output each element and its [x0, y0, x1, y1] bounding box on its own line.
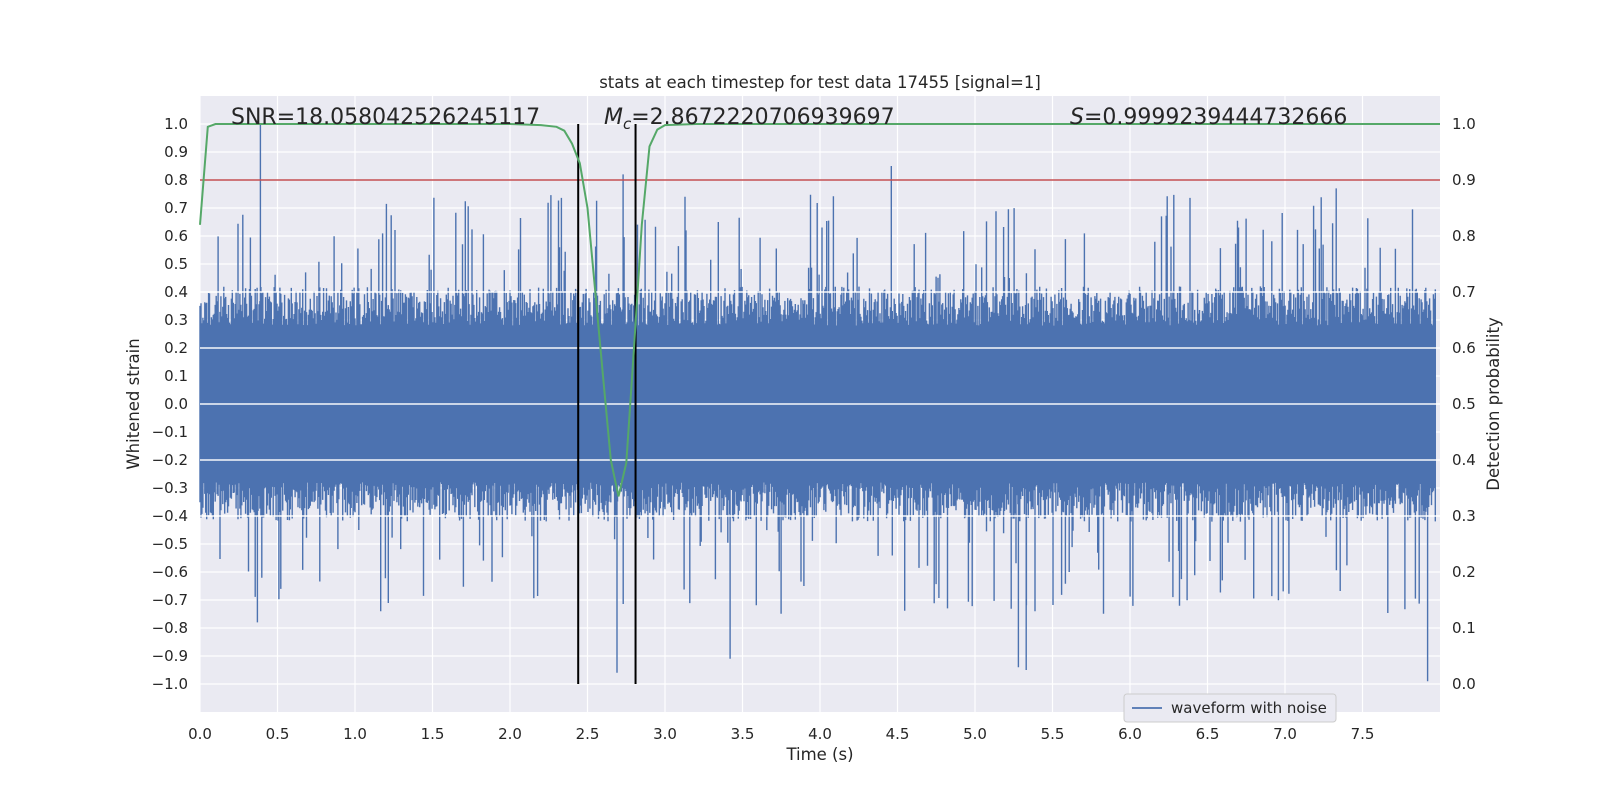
y-tick-label: 0.3: [164, 311, 188, 329]
s-symbol: S: [1070, 105, 1084, 130]
probability-line: [199, 123, 1440, 497]
y-tick-labels: 1.0 0.9 0.8 0.7 0.6 0.5 0.4 0.3 0.2 0.1 0.0 −0.1 −0.…: [152, 115, 188, 693]
legend: waveform with noise: [1123, 693, 1337, 723]
x-axis-label: Time (s): [785, 745, 853, 764]
y-tick-label: 0.1: [164, 367, 188, 385]
s-value: 0.9999239444732666: [1102, 105, 1347, 130]
y-tick-label: 0.8: [164, 171, 188, 189]
y-tick-label: −0.7: [152, 591, 188, 609]
y2-tick-label: 0.8: [1452, 227, 1476, 245]
legend-box: [1123, 693, 1337, 723]
y2-tick-label: 0.0: [1452, 675, 1476, 693]
probability-series: [199, 123, 1440, 497]
y2-tick-label: 0.5: [1452, 395, 1476, 413]
x-tick-label: 3.0: [653, 725, 677, 743]
x-tick-label: 7.5: [1351, 725, 1375, 743]
snr-value: 18.058042526245117: [295, 105, 540, 130]
x-tick-label: 2.0: [498, 725, 522, 743]
y-tick-label: −0.2: [152, 451, 188, 469]
chirp-mass-annotation: Mc=2.8672220706939697: [604, 105, 895, 133]
y-tick-label: 1.0: [164, 115, 188, 133]
y-tick-label: 0.0: [164, 395, 188, 413]
x-tick-label: 6.5: [1196, 725, 1220, 743]
y2-tick-label: 0.1: [1452, 619, 1476, 637]
x-tick-label: 0.0: [188, 725, 212, 743]
s-annotation: S=0.9999239444732666: [1070, 105, 1347, 130]
y-axis-label: Whitened strain: [124, 338, 143, 469]
y-tick-label: 0.7: [164, 199, 188, 217]
y2-tick-labels: 1.0 0.9 0.8 0.7 0.6 0.5 0.4 0.3 0.2 0.1 0.0: [1452, 115, 1476, 693]
mc-subscript: c: [623, 115, 632, 133]
y2-tick-label: 1.0: [1452, 115, 1476, 133]
snr-annotation: SNR=18.058042526245117: [231, 105, 540, 130]
x-tick-label: 0.5: [266, 725, 290, 743]
x-tick-label: 4.0: [808, 725, 832, 743]
y2-tick-label: 0.9: [1452, 171, 1476, 189]
y-tick-label: −0.1: [152, 423, 188, 441]
y-tick-label: 0.5: [164, 255, 188, 273]
legend-label: waveform with noise: [1171, 699, 1327, 717]
mc-value: 2.8672220706939697: [650, 105, 895, 130]
y2-tick-label: 0.4: [1452, 451, 1476, 469]
x-tick-label: 6.0: [1118, 725, 1142, 743]
x-tick-label: 5.5: [1041, 725, 1065, 743]
y-tick-label: 0.6: [164, 227, 188, 245]
y-tick-label: −0.9: [152, 647, 188, 665]
y-tick-label: −0.4: [152, 507, 188, 525]
x-tick-label: 1.0: [343, 725, 367, 743]
x-tick-label: 7.0: [1273, 725, 1297, 743]
mc-symbol: M: [604, 105, 623, 130]
waveform-series: [199, 124, 1440, 682]
y-tick-label: −0.6: [152, 563, 188, 581]
y-tick-label: −0.5: [152, 535, 188, 553]
snr-label: SNR: [231, 105, 277, 130]
y-tick-label: 0.4: [164, 283, 188, 301]
y-tick-label: 0.9: [164, 143, 188, 161]
y2-tick-label: 0.3: [1452, 507, 1476, 525]
y-tick-label: 0.2: [164, 339, 188, 357]
x-tick-label: 2.5: [576, 725, 600, 743]
x-tick-label: 3.5: [731, 725, 755, 743]
x-tick-label: 5.0: [963, 725, 987, 743]
y2-tick-label: 0.2: [1452, 563, 1476, 581]
y-tick-label: −1.0: [152, 675, 188, 693]
y-tick-label: −0.8: [152, 619, 188, 637]
y-tick-label: −0.3: [152, 479, 188, 497]
y2-tick-label: 0.7: [1452, 283, 1476, 301]
y2-tick-label: 0.6: [1452, 339, 1476, 357]
y2-axis-label: Detection probability: [1484, 317, 1503, 491]
x-tick-label: 1.5: [421, 725, 445, 743]
chart-title: stats at each timestep for test data 174…: [599, 73, 1041, 92]
x-tick-label: 4.5: [886, 725, 910, 743]
vertical-markers: [577, 124, 637, 684]
x-tick-labels: 0.0 0.5 1.0 1.5 2.0 2.5 3.0 3.5 4.0 4.5 5.0 5.5 6.0 6…: [188, 725, 1374, 743]
